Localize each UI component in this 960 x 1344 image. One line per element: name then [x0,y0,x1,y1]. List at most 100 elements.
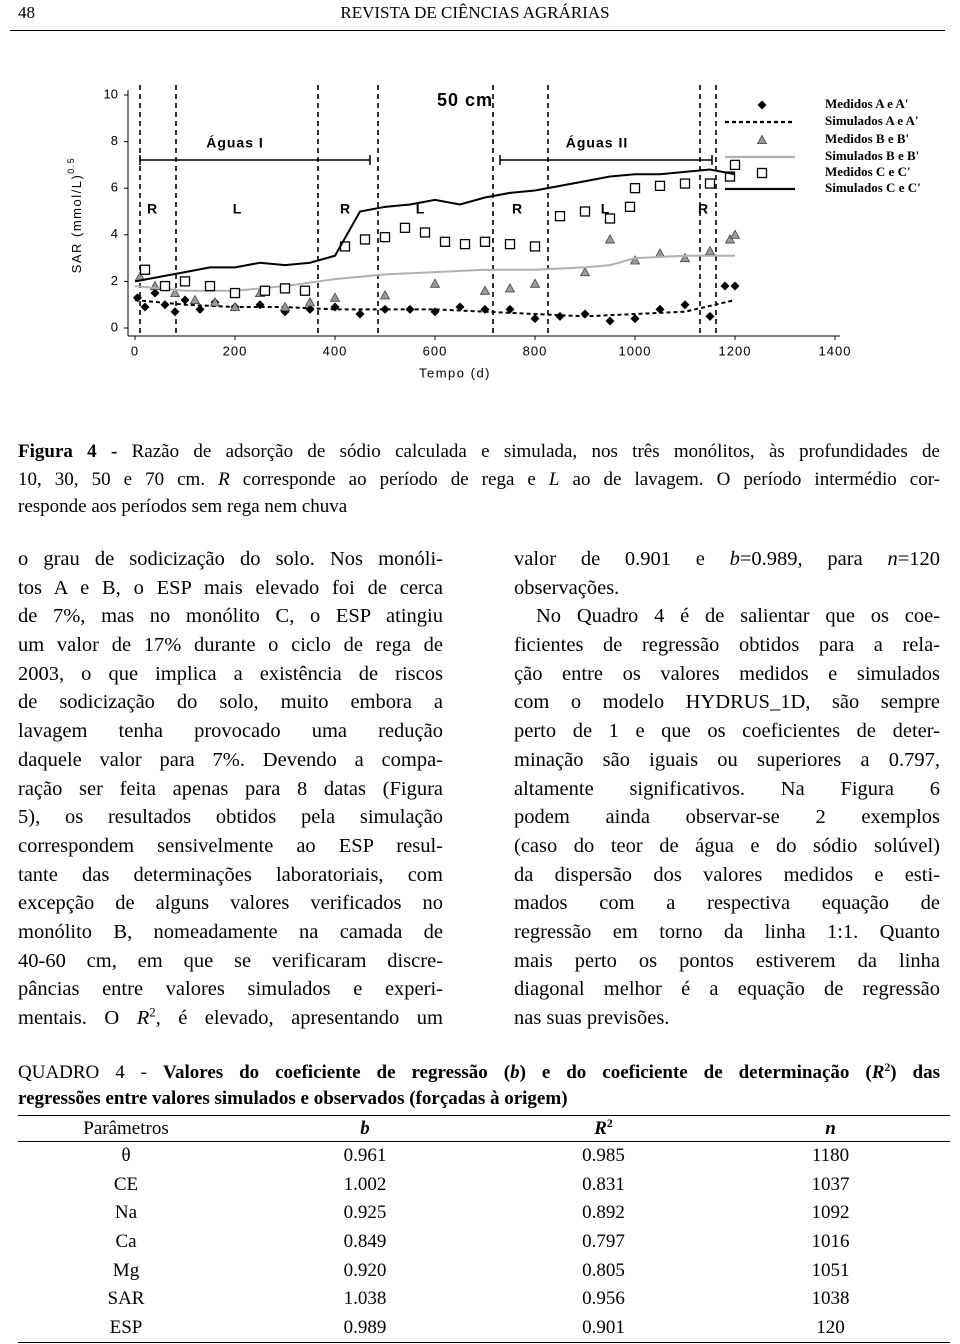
text-line: 10, 30, 50 e 70 cm. R corresponde ao per… [18,466,940,494]
square-marker [204,280,216,292]
x-tick-label: 1000 [619,343,652,358]
text-line: altamente significativos. Na Figura 6 [514,775,940,804]
text-run: Valores do coeficiente de regressão ( [162,1062,511,1083]
diamond-marker [140,302,150,312]
text-run: =120 [897,548,940,570]
square-marker [554,211,566,222]
square-marker [459,238,471,250]
text-run: excepção de alguns valores verificados n… [18,892,443,915]
table-cell: 0.920 [343,1259,387,1281]
triangle-marker [329,292,341,302]
triangle-marker [529,278,541,288]
square-marker [439,236,451,247]
triangle-marker [724,234,736,244]
text-run: minação são iguais ou superiores a 0.797… [514,748,940,771]
period-label: Águas II [566,135,628,151]
text-run: ) das [890,1062,941,1083]
text-run: 2 [884,1060,891,1074]
text-run: correspondem sensivelmente ao ESP resul- [18,834,443,857]
legend-label: Simulados C e C' [825,180,921,195]
legend-label: Simulados B e B' [825,148,919,163]
table-cell: 0.956 [582,1288,625,1310]
phase-label: R [698,201,708,217]
text-run: ficientes de regressão obtidos para a re… [514,634,940,657]
table-cell: 0.805 [582,1259,625,1281]
page-number: 48 [18,3,35,22]
table-cell: θ [121,1145,131,1167]
table-cell: 0.849 [343,1231,387,1253]
triangle-marker [479,285,491,295]
text-run: corresponde ao período de rega e [229,468,549,490]
text-run: nas suas previsões. [514,1007,670,1029]
table-cell: Na [114,1202,138,1224]
text-line: mentais. O R2, é elevado, apresentando u… [18,1004,443,1033]
text-run: diagonal melhor é a equação de regressão [514,978,940,1001]
square-marker [279,283,291,294]
text-run: monólito B, nomeadamente na camada de [18,920,443,943]
text-run: QUADRO 4 - [18,1062,163,1083]
text-run: o grau de sodicização do solo. Nos monól… [18,548,443,570]
series [134,254,735,292]
text-line: (caso do teor de água e do sódio solúvel… [514,832,940,861]
table-row: CE 1.002 0.831 1037 [18,1171,950,1200]
square-marker [399,222,411,233]
square-marker [729,159,741,171]
table-cell: 0.831 [582,1173,625,1195]
header-rule [10,30,945,31]
text-line: ficientes de regressão obtidos para a re… [514,631,940,660]
text-run: tos A e B, o ESP mais elevado foi de cer… [18,576,443,599]
table-row: θ 0.961 0.985 1180 [18,1142,950,1171]
text-run: observações. [514,576,620,599]
header-text: n [825,1117,836,1139]
series [133,281,740,326]
text-line: ração ser feita apenas para 8 datas (Fig… [18,775,443,804]
text-run: daquele valor para 7%. Devendo a compa- [18,748,443,771]
y-tick-label: 10 [104,86,118,101]
diamond-marker [720,281,730,291]
text-line: podem ainda observar-se 2 exemplos [514,803,940,832]
text-run: 5), os resultados obtidos pela simulação [18,806,443,829]
table-cell: 1092 [811,1202,850,1224]
series [134,168,736,283]
triangle-marker [704,245,716,256]
phase-label: L [233,201,242,217]
table-row: SAR 1.038 0.956 1038 [18,1285,950,1314]
legend-label: Medidos A e A' [825,96,908,111]
table-row: Mg 0.920 0.805 1051 [18,1256,950,1285]
text-line: regressão em torno da linha 1:1. Quanto [514,918,940,947]
table-row: Na 0.925 0.892 1092 [18,1199,950,1228]
square-marker [704,178,716,189]
table-cell: 0.797 [582,1231,625,1253]
legend-label: Simulados A e A' [825,113,919,128]
text-run: mais perto os pontos estiverem da linha [514,949,940,972]
square-marker [379,231,391,243]
square-marker [579,206,591,217]
diamond-marker [655,304,665,314]
text-run: ) e do coeficiente de determinação ( [519,1062,872,1083]
text-run: n [887,548,898,570]
text-line: Figura 4 - Razão de adsorção de sódio ca… [18,438,940,466]
text-line: com o modelo HYDRUS_1D, são sempre [514,688,940,717]
right-column: valor de 0.901 e b=0.989, para n=120 obse… [514,545,940,1033]
text-run: 40-60 cm, em que se verificaram discre- [18,949,443,972]
diamond-marker [355,309,365,319]
column-header: n [711,1115,950,1142]
text-run: b [510,1062,520,1083]
text-line: o grau de sodicização do solo. Nos monól… [18,545,443,574]
x-tick-label: 1400 [819,343,852,358]
text-run: tante das determinações laboratoriais, c… [18,863,443,886]
triangle-marker [579,266,591,277]
square-marker [259,285,271,296]
text-line: mados com a respectiva equação de [514,889,940,918]
text-line: tante das determinações laboratoriais, c… [18,861,443,890]
text-line: No Quadro 4 é de salientar que os coe- [514,602,940,631]
phase-label: R [340,201,350,217]
square-marker [654,180,666,192]
text-line: um valor de 17% durante o ciclo de rega … [18,631,443,660]
table-cell: 1051 [811,1259,850,1281]
table-cell: 1037 [811,1173,850,1195]
x-tick-label: 1200 [719,343,752,358]
diamond-marker [680,300,690,310]
square-marker [419,227,431,238]
